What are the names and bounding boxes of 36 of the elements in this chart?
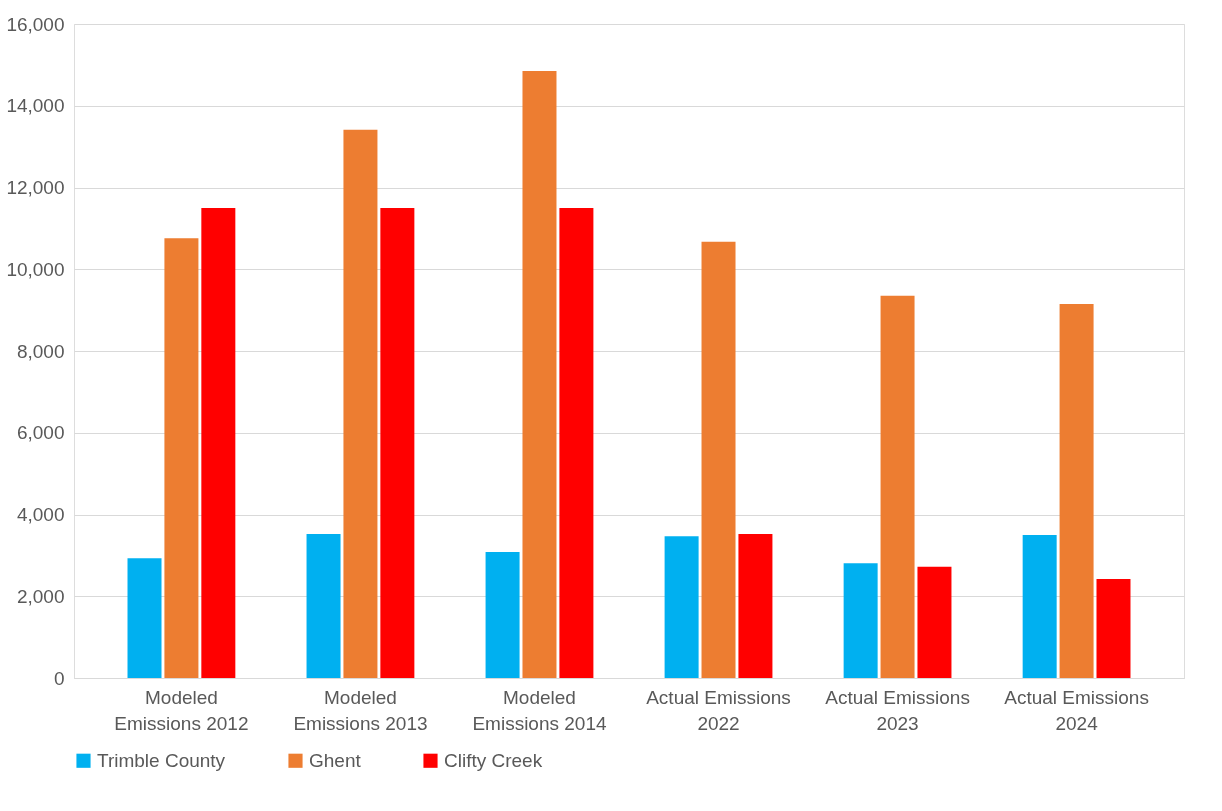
bar [127,558,162,678]
y-tick-label: 6,000 [16,422,65,444]
legend-label: Ghent [309,749,362,771]
bar [522,71,557,678]
legend-label: Trimble County [97,749,226,771]
x-tick-label: Modeled Emissions 2012 [114,686,249,734]
bar [164,238,199,678]
y-tick-label: 8,000 [16,340,65,362]
y-tick-label: 14,000 [6,95,65,117]
bar [1022,534,1057,678]
y-tick-label: 10,000 [6,258,65,280]
bar [559,207,594,678]
bar [201,207,236,678]
bar [738,534,773,678]
bar [843,563,878,678]
x-tick-label: Modeled Emissions 2014 [472,686,607,734]
bar [1059,303,1094,678]
legend-label: Clifty Creek [444,749,543,771]
x-tick-label: Actual Emissions 2023 [825,686,970,734]
x-tick-label: Modeled Emissions 2013 [293,686,428,734]
bar [880,295,915,678]
x-tick-label: Actual Emissions 2024 [1004,686,1149,734]
bar [485,552,520,678]
bar [1096,579,1131,678]
bar [917,566,952,678]
y-tick-label: 0 [53,667,65,689]
y-tick-label: 12,000 [6,177,65,198]
bar [701,241,736,678]
bar [343,129,378,678]
bar [306,534,341,678]
y-tick-label: 4,000 [16,504,65,525]
bar [664,536,699,678]
y-tick-label: 16,000 [6,13,65,35]
y-tick-label: 2,000 [16,585,65,607]
bar [380,207,415,678]
x-tick-label: Actual Emissions 2022 [646,686,791,734]
